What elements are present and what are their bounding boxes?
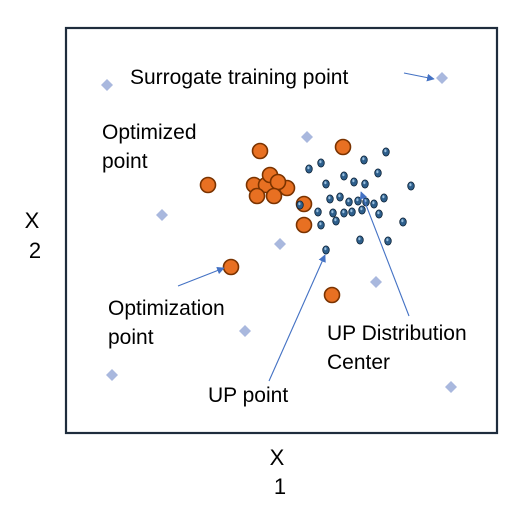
up-point-highlight [377,211,380,215]
optimization-point-label-line2: point [108,326,154,349]
annotation-arrows [177,72,435,382]
x-axis-label: X 1 [270,445,291,499]
up-point-highlight [358,237,361,241]
x-axis-label-line1: X [270,445,285,470]
x-axis-label-line2: 1 [274,474,286,499]
up-point-highlight [319,160,322,164]
up-point-highlight [324,247,327,251]
up-point-highlight [307,166,310,170]
up-point-highlight [334,218,337,222]
surrogate-training-point-marker [274,238,286,250]
optimization-point-label-line1: Optimization [108,297,225,320]
up-point-highlight [372,201,375,205]
optimized-points [199,138,352,304]
up-point-highlight [338,194,341,198]
optimized-point-marker [199,176,217,194]
up-point-highlight [342,173,345,177]
up-point-highlight [328,196,331,200]
up-point-highlight [386,238,389,242]
up-distribution-center-label-line2: Center [327,351,390,374]
up-point-highlight [384,149,387,153]
optimized-point-marker [334,138,352,156]
surrogate-arrow [403,72,435,82]
up-point-highlight [409,183,412,187]
optimized-point-marker [295,216,313,234]
optimized-point-marker [323,286,341,304]
optimization-point-label: Optimization point [108,297,231,349]
surrogate-training-point-marker [436,72,448,84]
up-point-highlight [350,209,353,213]
up-point-highlight [347,199,350,203]
up-point-highlight [342,210,345,214]
up-point-highlight [362,157,365,161]
optimized-point-marker [251,142,269,160]
plot-frame [64,26,499,435]
up-point-highlight [331,210,334,214]
optimized-point-label: Optimized point [102,121,202,173]
surrogate-training-point-marker [370,276,382,288]
up-center-arrow [359,191,410,317]
surrogate-training-point-label: Surrogate training point [130,66,348,89]
surrogate-training-point-marker [445,381,457,393]
surrogate-training-point-marker [156,209,168,221]
up-distribution-center-label: UP Distribution Center [327,322,473,374]
optimized-point-marker [248,187,266,205]
y-axis-label-line1: X [25,208,40,233]
up-point-highlight [401,219,404,223]
up-point-label: UP point [208,384,288,407]
up-point-highlight [298,202,301,206]
surrogate-training-point-marker [239,325,251,337]
up-point-highlight [316,209,319,213]
up-point-highlight [363,181,366,185]
optimized-point-marker [265,187,283,205]
up-point-highlight [324,181,327,185]
y-axis-label-line2: 2 [29,238,41,263]
optimized-point-label-line1: Optimized [102,121,197,144]
optimized-point-marker [222,258,240,276]
surrogate-training-point-marker [106,369,118,381]
y-axis-label: X 2 [25,208,46,263]
optimized-point-marker [269,173,287,191]
up-point-highlight [319,222,322,226]
up-distribution-center-label-line1: UP Distribution [327,322,467,345]
optimized-point-label-line2: point [102,150,148,173]
up-point-arrow [268,254,326,382]
surrogate-training-points [101,72,457,393]
up-point-highlight [360,207,363,211]
up-point-highlight [382,195,385,199]
surrogate-training-point-marker [301,131,313,143]
up-point-highlight [352,179,355,183]
surrogate-training-point-marker [101,79,113,91]
up-point-highlight [356,198,359,202]
up-points [296,147,415,255]
up-point-highlight [376,170,379,174]
optimization-point-arrow [177,266,225,287]
